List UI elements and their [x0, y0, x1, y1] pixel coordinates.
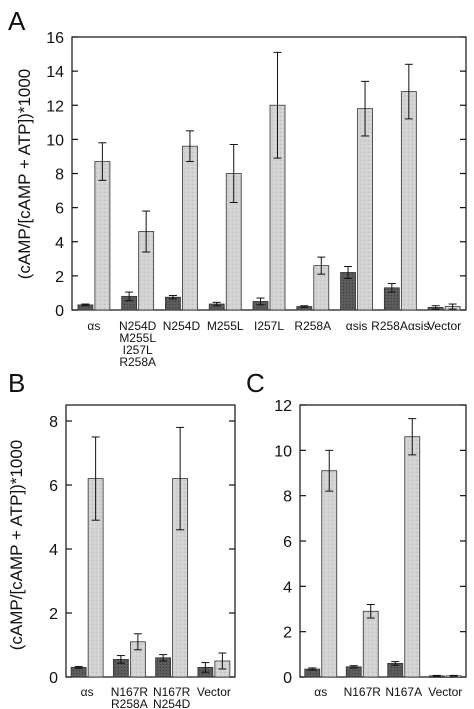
panel-a-y-tick-label: 2 [55, 269, 64, 286]
panel-a-y-tick-label: 10 [46, 132, 64, 149]
panel-b-category-label: αs [81, 685, 94, 699]
panel-a-category-label: I257L [254, 319, 284, 333]
panel-c-y-tick-label: 0 [283, 670, 292, 687]
panel-b-y-tick-label: 4 [49, 542, 58, 559]
panel-a-bar-light [400, 91, 417, 311]
panel-c-bar-light [321, 470, 338, 678]
panel-a-letter: A [8, 6, 26, 36]
panel-a-category-label: M255L [207, 319, 244, 333]
panel-c-bar-light [404, 436, 421, 678]
panel-b-plot-frame [65, 404, 236, 678]
panel-b-y-axis-title: (cAMP/[cAMP + ATP])*1000 [7, 440, 26, 651]
panel-a-category-label: N254D M255L I257L R258A [119, 319, 157, 369]
panel-c-y-tick-label: 10 [274, 443, 292, 460]
panel-c-category-label: Vector [428, 685, 462, 699]
panel-c-category-label: αs [314, 685, 327, 699]
panel-a-category-label: Vector [427, 319, 461, 333]
panel-a-y-axis-title: (cAMP/[cAMP + ATP])*1000 [15, 69, 34, 280]
panel-a-category-label: αs [87, 319, 100, 333]
panel-a-bar-light [94, 161, 111, 311]
panel-c-category-label: N167A [385, 685, 422, 699]
panel-a-category-label: R258Aαsis [371, 319, 429, 333]
panel-c-y-tick-label: 6 [283, 534, 292, 551]
panel-a-y-tick-label: 14 [46, 64, 64, 81]
panel-a-y-tick-label: 16 [46, 30, 64, 47]
panel-a-y-tick-label: 12 [46, 98, 64, 115]
panel-a-category-label: N254D [163, 319, 201, 333]
panel-a-y-tick-label: 4 [55, 235, 64, 252]
panel-a-bar-light [357, 108, 373, 311]
panel-c-y-tick-label: 2 [283, 625, 292, 642]
panel-a-y-tick-label: 0 [55, 303, 64, 320]
panel-b-category-label: N167R N254D [153, 685, 191, 709]
panel-b-y-tick-label: 2 [49, 606, 58, 623]
panel-a-bar-light [182, 145, 198, 311]
panel-b-y-tick-label: 0 [49, 670, 58, 687]
panel-b-category-label: N167R R258A [111, 685, 149, 709]
panel-c-y-tick-label: 4 [283, 579, 292, 596]
panel-c-letter: C [246, 368, 265, 398]
panel-a-category-label: αsis [346, 319, 368, 333]
panel-b-category-label: Vector [197, 685, 231, 699]
panel-a-y-tick-label: 6 [55, 201, 64, 218]
panel-c-y-tick-label: 8 [283, 489, 292, 506]
panel-b-letter: B [8, 368, 25, 398]
panel-c-y-tick-label: 12 [274, 398, 292, 415]
panel-b-y-tick-label: 6 [49, 478, 58, 495]
panel-c-bar-light [362, 610, 379, 678]
panel-b-y-tick-label: 8 [49, 414, 58, 431]
panel-a-y-tick-label: 8 [55, 167, 64, 184]
panel-c-chart: 0 2 4 6 8 10 12 αs N167R N167A Vector [274, 398, 467, 699]
panel-a-category-label: R258A [294, 319, 331, 333]
panel-c-category-label: N167R [344, 685, 382, 699]
